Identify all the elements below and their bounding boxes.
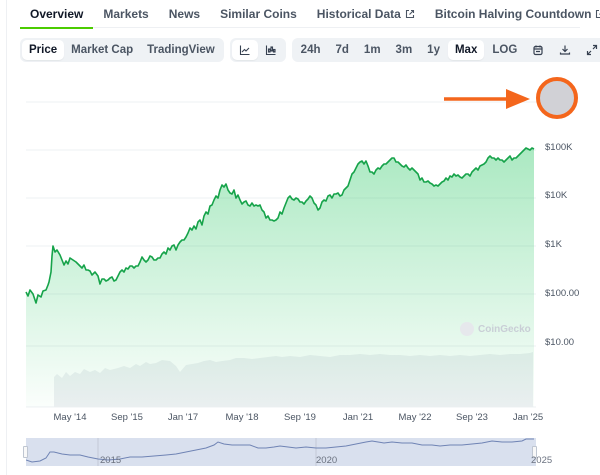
navigator-right-handle[interactable] (532, 446, 537, 458)
x-axis-label: Jan '25 (512, 412, 544, 423)
x-axis-label: May '18 (225, 412, 259, 423)
x-axis-label: Sep '23 (456, 412, 488, 423)
candlestick-chart-icon (265, 45, 276, 56)
price-chart[interactable] (0, 70, 600, 440)
watermark-text: CoinGecko (478, 323, 531, 335)
range-3m-button[interactable]: 3m (395, 44, 413, 56)
market-cap-button[interactable]: Market Cap (71, 44, 134, 56)
x-axis-label: May '22 (398, 412, 432, 423)
range-24h-button[interactable]: 24h (300, 44, 321, 56)
tab-label: Markets (103, 6, 149, 21)
external-link-icon (596, 9, 600, 18)
navigator-series (26, 438, 534, 466)
y-axis-label: $100K (545, 142, 573, 153)
price-line (25, 147, 535, 304)
navigator-label: 2020 (316, 455, 338, 466)
line-chart-icon (239, 45, 250, 56)
range-7d-button[interactable]: 7d (335, 44, 349, 56)
tab-historical-data[interactable]: Historical Data (307, 0, 425, 28)
candlestick-chart-button[interactable] (258, 40, 284, 60)
download-icon (560, 45, 571, 55)
tab-bitcoin-halving-countdown[interactable]: Bitcoin Halving Countdown (425, 0, 600, 28)
y-axis-label: $100.00 (545, 288, 580, 299)
x-axis-label: Sep '15 (111, 412, 143, 423)
range-navigator[interactable] (26, 438, 536, 466)
fullscreen-icon (587, 44, 598, 56)
download-button[interactable] (552, 40, 578, 60)
tab-markets[interactable]: Markets (93, 0, 158, 28)
y-axis-label: $1K (545, 239, 562, 250)
price-button[interactable]: Price (22, 40, 65, 60)
tab-label: Overview (30, 6, 84, 21)
coingecko-logo-icon (460, 322, 474, 336)
x-axis-label: Jan '17 (167, 412, 199, 423)
frame-border (6, 0, 7, 475)
annotation-arrow-icon (444, 89, 530, 109)
tab-label: Similar Coins (220, 6, 297, 21)
navigator-label: 2025 (531, 455, 553, 466)
tab-news[interactable]: News (159, 0, 210, 28)
annotation-circle-marker (536, 77, 578, 119)
external-link-icon (405, 9, 414, 18)
navigator-left-handle[interactable] (23, 446, 28, 458)
x-axis-label: Sep '19 (284, 412, 316, 423)
tab-overview[interactable]: Overview (20, 0, 94, 29)
range-1m-button[interactable]: 1m (363, 44, 381, 56)
tab-label: News (168, 6, 201, 21)
log-scale-toggle[interactable]: LOG (492, 44, 518, 56)
tab-label: Historical Data (316, 6, 401, 21)
date-picker-button[interactable] (525, 40, 551, 60)
calendar-icon (533, 45, 543, 56)
tab-similar-coins[interactable]: Similar Coins (210, 0, 307, 28)
price-area-fill (26, 148, 534, 407)
coingecko-watermark: CoinGecko (460, 322, 531, 336)
tab-label: Bitcoin Halving Countdown (434, 6, 592, 21)
line-chart-button[interactable] (231, 40, 258, 60)
x-axis-label: May '14 (53, 412, 87, 423)
y-axis-label: $10K (545, 190, 568, 201)
fullscreen-button[interactable] (579, 40, 600, 60)
range-1y-button[interactable]: 1y (427, 44, 440, 56)
y-axis-label: $10.00 (545, 337, 575, 348)
tradingview-button[interactable]: TradingView (147, 44, 215, 56)
range-max-button[interactable]: Max (447, 40, 485, 60)
navigator-label: 2015 (100, 455, 122, 466)
chart-type-selector (229, 38, 286, 62)
x-axis-label: Jan '21 (342, 412, 374, 423)
time-range-selector: 24h 7d 1m 3m 1y Max LOG (291, 38, 600, 62)
data-type-selector: Price Market Cap TradingView (20, 38, 224, 62)
chart-toolbar: Price Market Cap TradingView 24h 7d 1m 3… (20, 38, 600, 62)
tab-bar: Overview Markets News Similar Coins Hist… (20, 0, 600, 29)
